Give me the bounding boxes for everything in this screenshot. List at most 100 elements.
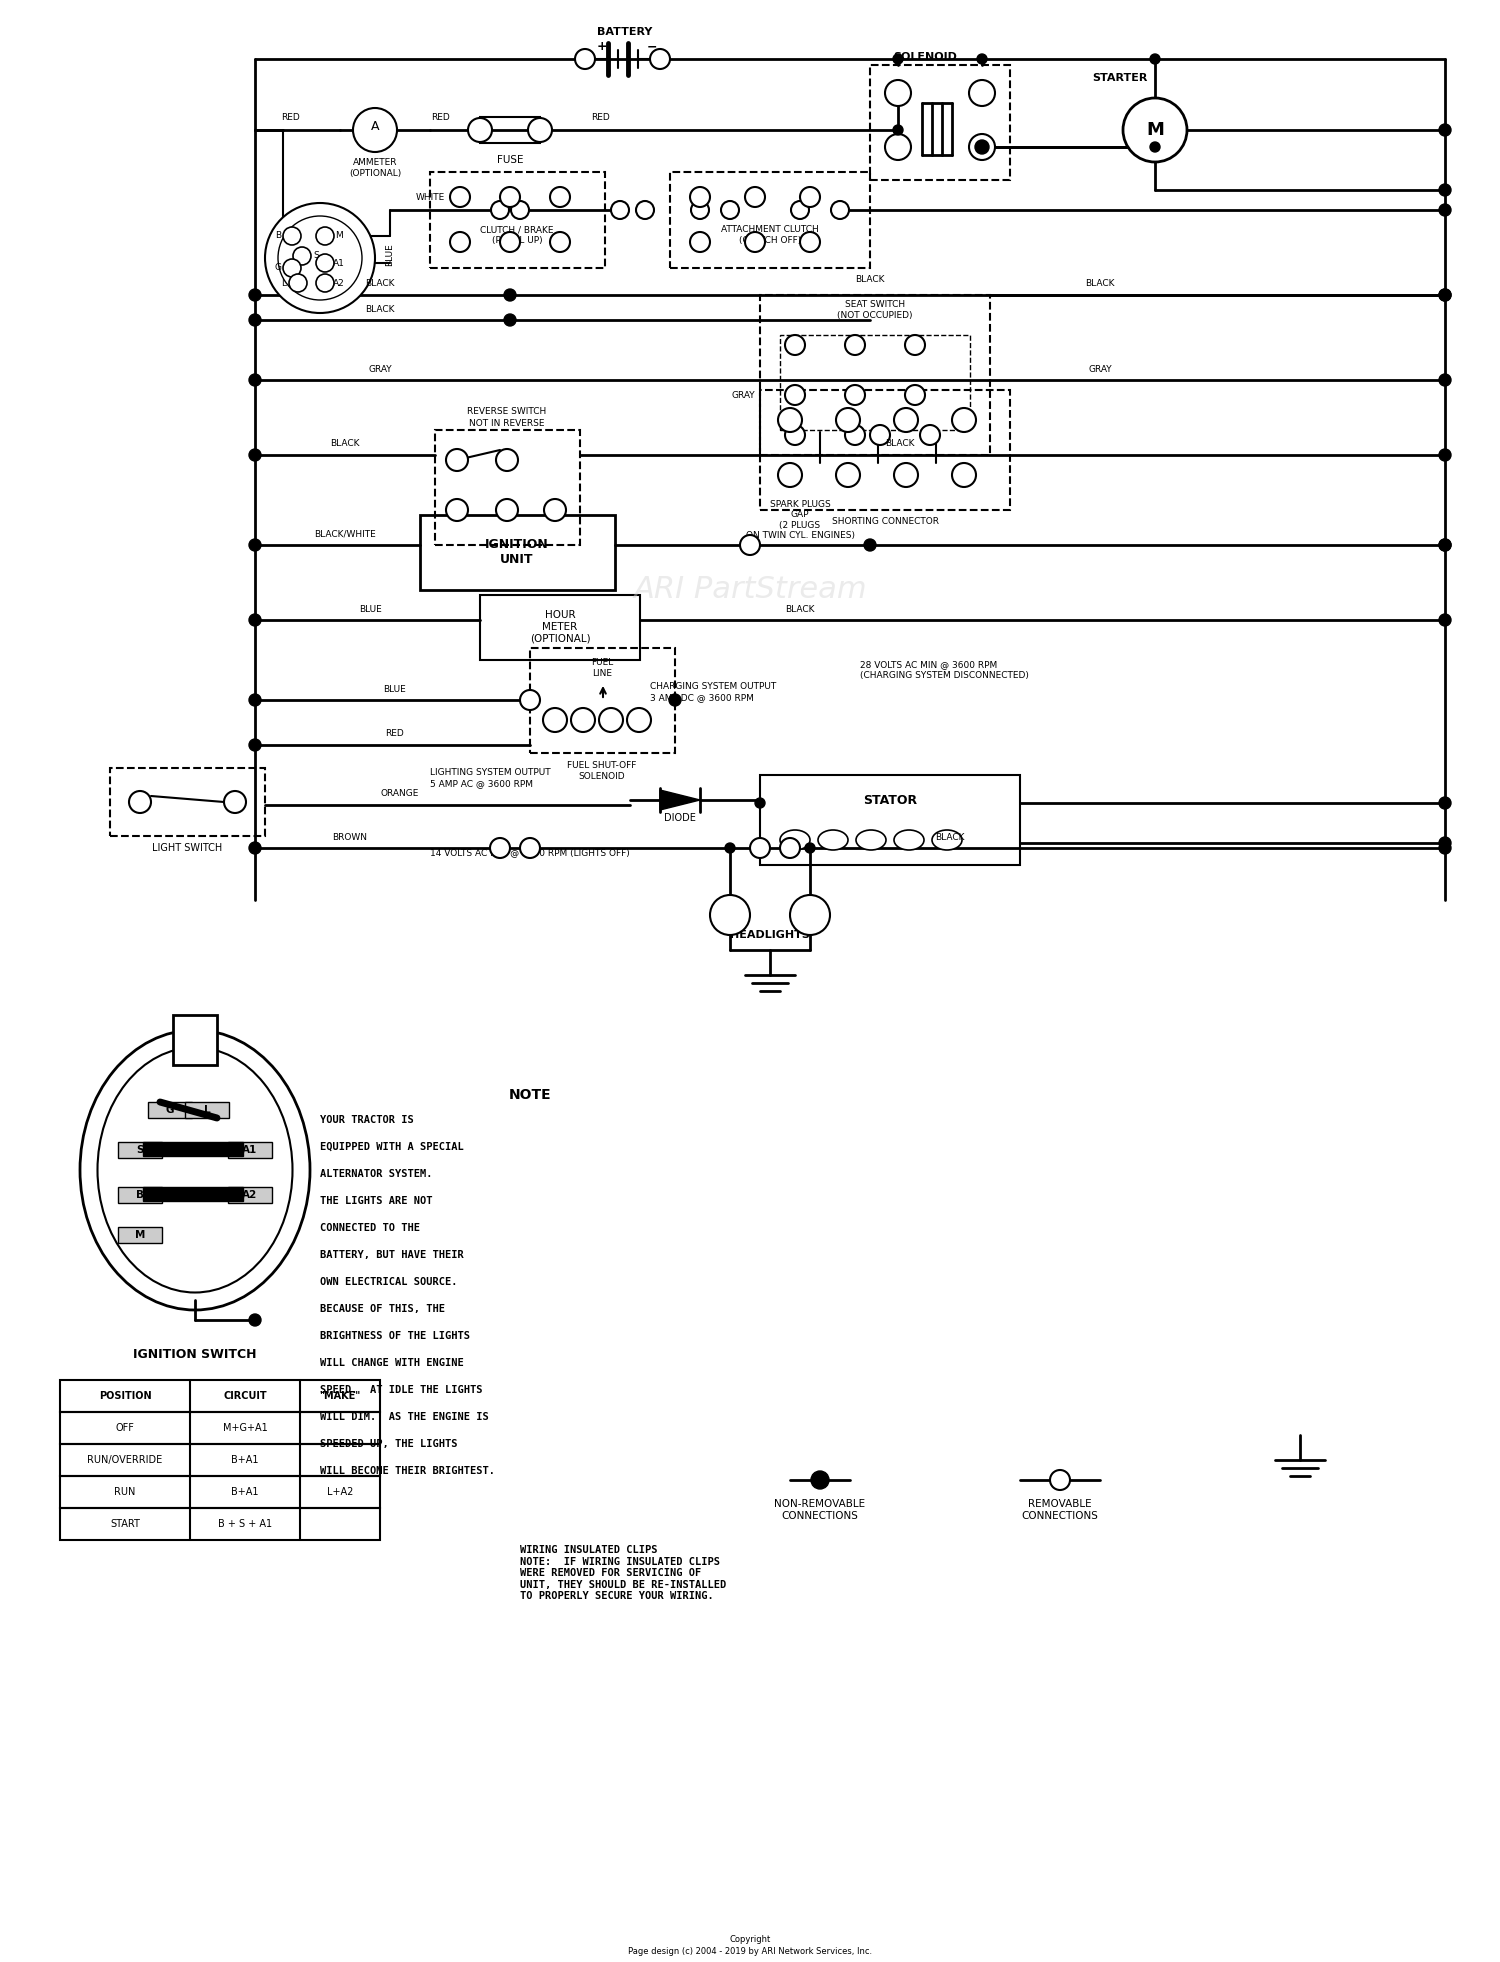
Text: RED: RED — [386, 730, 405, 738]
Circle shape — [284, 228, 302, 245]
Text: NON-REMOVABLE
CONNECTIONS: NON-REMOVABLE CONNECTIONS — [774, 1499, 865, 1521]
Circle shape — [249, 1315, 261, 1326]
Circle shape — [1438, 797, 1450, 808]
Text: OWN ELECTRICAL SOURCE.: OWN ELECTRICAL SOURCE. — [320, 1277, 458, 1287]
Text: POSITION: POSITION — [99, 1391, 152, 1401]
Text: NOT IN REVERSE: NOT IN REVERSE — [470, 420, 544, 428]
Circle shape — [572, 708, 596, 732]
Circle shape — [1438, 614, 1450, 626]
Circle shape — [1438, 540, 1450, 551]
Circle shape — [1438, 288, 1450, 300]
Circle shape — [316, 228, 334, 245]
Bar — [148, 1103, 192, 1118]
Circle shape — [550, 186, 570, 208]
Bar — [142, 1142, 243, 1156]
Text: A2: A2 — [333, 279, 345, 288]
Text: REMOVABLE
CONNECTIONS: REMOVABLE CONNECTIONS — [1022, 1499, 1098, 1521]
Bar — [118, 1187, 162, 1203]
Bar — [60, 1475, 380, 1509]
Bar — [60, 1444, 380, 1475]
Ellipse shape — [818, 830, 848, 850]
Circle shape — [780, 838, 800, 857]
Text: BLACK: BLACK — [366, 279, 394, 288]
Circle shape — [952, 463, 976, 487]
Circle shape — [129, 791, 152, 812]
Text: SOLENOID: SOLENOID — [892, 53, 957, 63]
Text: M+G+A1: M+G+A1 — [222, 1422, 267, 1432]
Circle shape — [1438, 838, 1450, 850]
Circle shape — [500, 232, 520, 251]
Circle shape — [446, 449, 468, 471]
Circle shape — [1438, 124, 1450, 135]
Circle shape — [284, 259, 302, 277]
Circle shape — [290, 275, 308, 292]
Text: BLACK: BLACK — [936, 832, 964, 842]
Text: L: L — [204, 1105, 210, 1114]
Text: BRIGHTNESS OF THE LIGHTS: BRIGHTNESS OF THE LIGHTS — [320, 1330, 470, 1340]
Circle shape — [528, 118, 552, 141]
Text: IGNITION SWITCH: IGNITION SWITCH — [134, 1348, 256, 1362]
Bar — [142, 1187, 243, 1201]
Polygon shape — [660, 791, 700, 810]
Text: HOUR
METER
(OPTIONAL): HOUR METER (OPTIONAL) — [530, 610, 591, 644]
Circle shape — [1438, 204, 1450, 216]
Text: B+A1: B+A1 — [231, 1487, 258, 1497]
Text: CIRCUIT: CIRCUIT — [224, 1391, 267, 1401]
Bar — [228, 1187, 272, 1203]
Text: YOUR TRACTOR IS: YOUR TRACTOR IS — [320, 1114, 414, 1124]
Circle shape — [790, 200, 808, 220]
Circle shape — [1438, 288, 1450, 300]
Circle shape — [894, 463, 918, 487]
Circle shape — [1438, 842, 1450, 853]
Circle shape — [844, 336, 865, 355]
Circle shape — [790, 895, 830, 936]
Text: 14 VOLTS AC MIN @ 3600 RPM (LIGHTS OFF): 14 VOLTS AC MIN @ 3600 RPM (LIGHTS OFF) — [430, 848, 630, 857]
Circle shape — [800, 186, 820, 208]
Text: B+A1: B+A1 — [231, 1456, 258, 1466]
Circle shape — [550, 232, 570, 251]
Bar — [480, 594, 640, 659]
Text: M: M — [135, 1230, 146, 1240]
Bar — [60, 1379, 380, 1413]
Circle shape — [574, 49, 596, 69]
Circle shape — [1150, 55, 1160, 65]
Bar — [760, 294, 990, 455]
Bar — [760, 390, 1010, 510]
Circle shape — [892, 126, 903, 135]
Circle shape — [1150, 141, 1160, 151]
Circle shape — [952, 408, 976, 432]
Text: BLACK: BLACK — [366, 304, 394, 314]
Circle shape — [496, 449, 517, 471]
Ellipse shape — [894, 830, 924, 850]
Text: IGNITION
UNIT: IGNITION UNIT — [484, 538, 549, 565]
Text: DIODE: DIODE — [664, 812, 696, 822]
Text: A1: A1 — [333, 259, 345, 267]
Text: S: S — [136, 1146, 144, 1156]
Circle shape — [969, 80, 994, 106]
Circle shape — [1438, 375, 1450, 387]
Circle shape — [836, 408, 860, 432]
Text: RED: RED — [430, 114, 450, 122]
Text: BLACK: BLACK — [786, 604, 814, 614]
Circle shape — [544, 498, 566, 522]
Text: OFF: OFF — [116, 1422, 135, 1432]
Text: L: L — [282, 279, 286, 288]
Circle shape — [1438, 540, 1450, 551]
Text: BLUE: BLUE — [386, 243, 394, 267]
Text: WILL DIM.  AS THE ENGINE IS: WILL DIM. AS THE ENGINE IS — [320, 1413, 489, 1422]
Circle shape — [500, 186, 520, 208]
Text: BROWN: BROWN — [333, 832, 368, 842]
Bar — [172, 1014, 217, 1065]
Text: NOTE: NOTE — [509, 1089, 552, 1103]
Circle shape — [784, 385, 806, 404]
Bar — [430, 173, 604, 269]
Circle shape — [249, 614, 261, 626]
Text: GRAY: GRAY — [732, 390, 754, 400]
Circle shape — [292, 247, 310, 265]
Circle shape — [249, 540, 261, 551]
Circle shape — [249, 740, 261, 751]
Circle shape — [844, 426, 865, 445]
Circle shape — [784, 336, 806, 355]
Text: CLUTCH / BRAKE
(PEDAL UP): CLUTCH / BRAKE (PEDAL UP) — [480, 226, 554, 245]
Text: FUSE: FUSE — [496, 155, 523, 165]
